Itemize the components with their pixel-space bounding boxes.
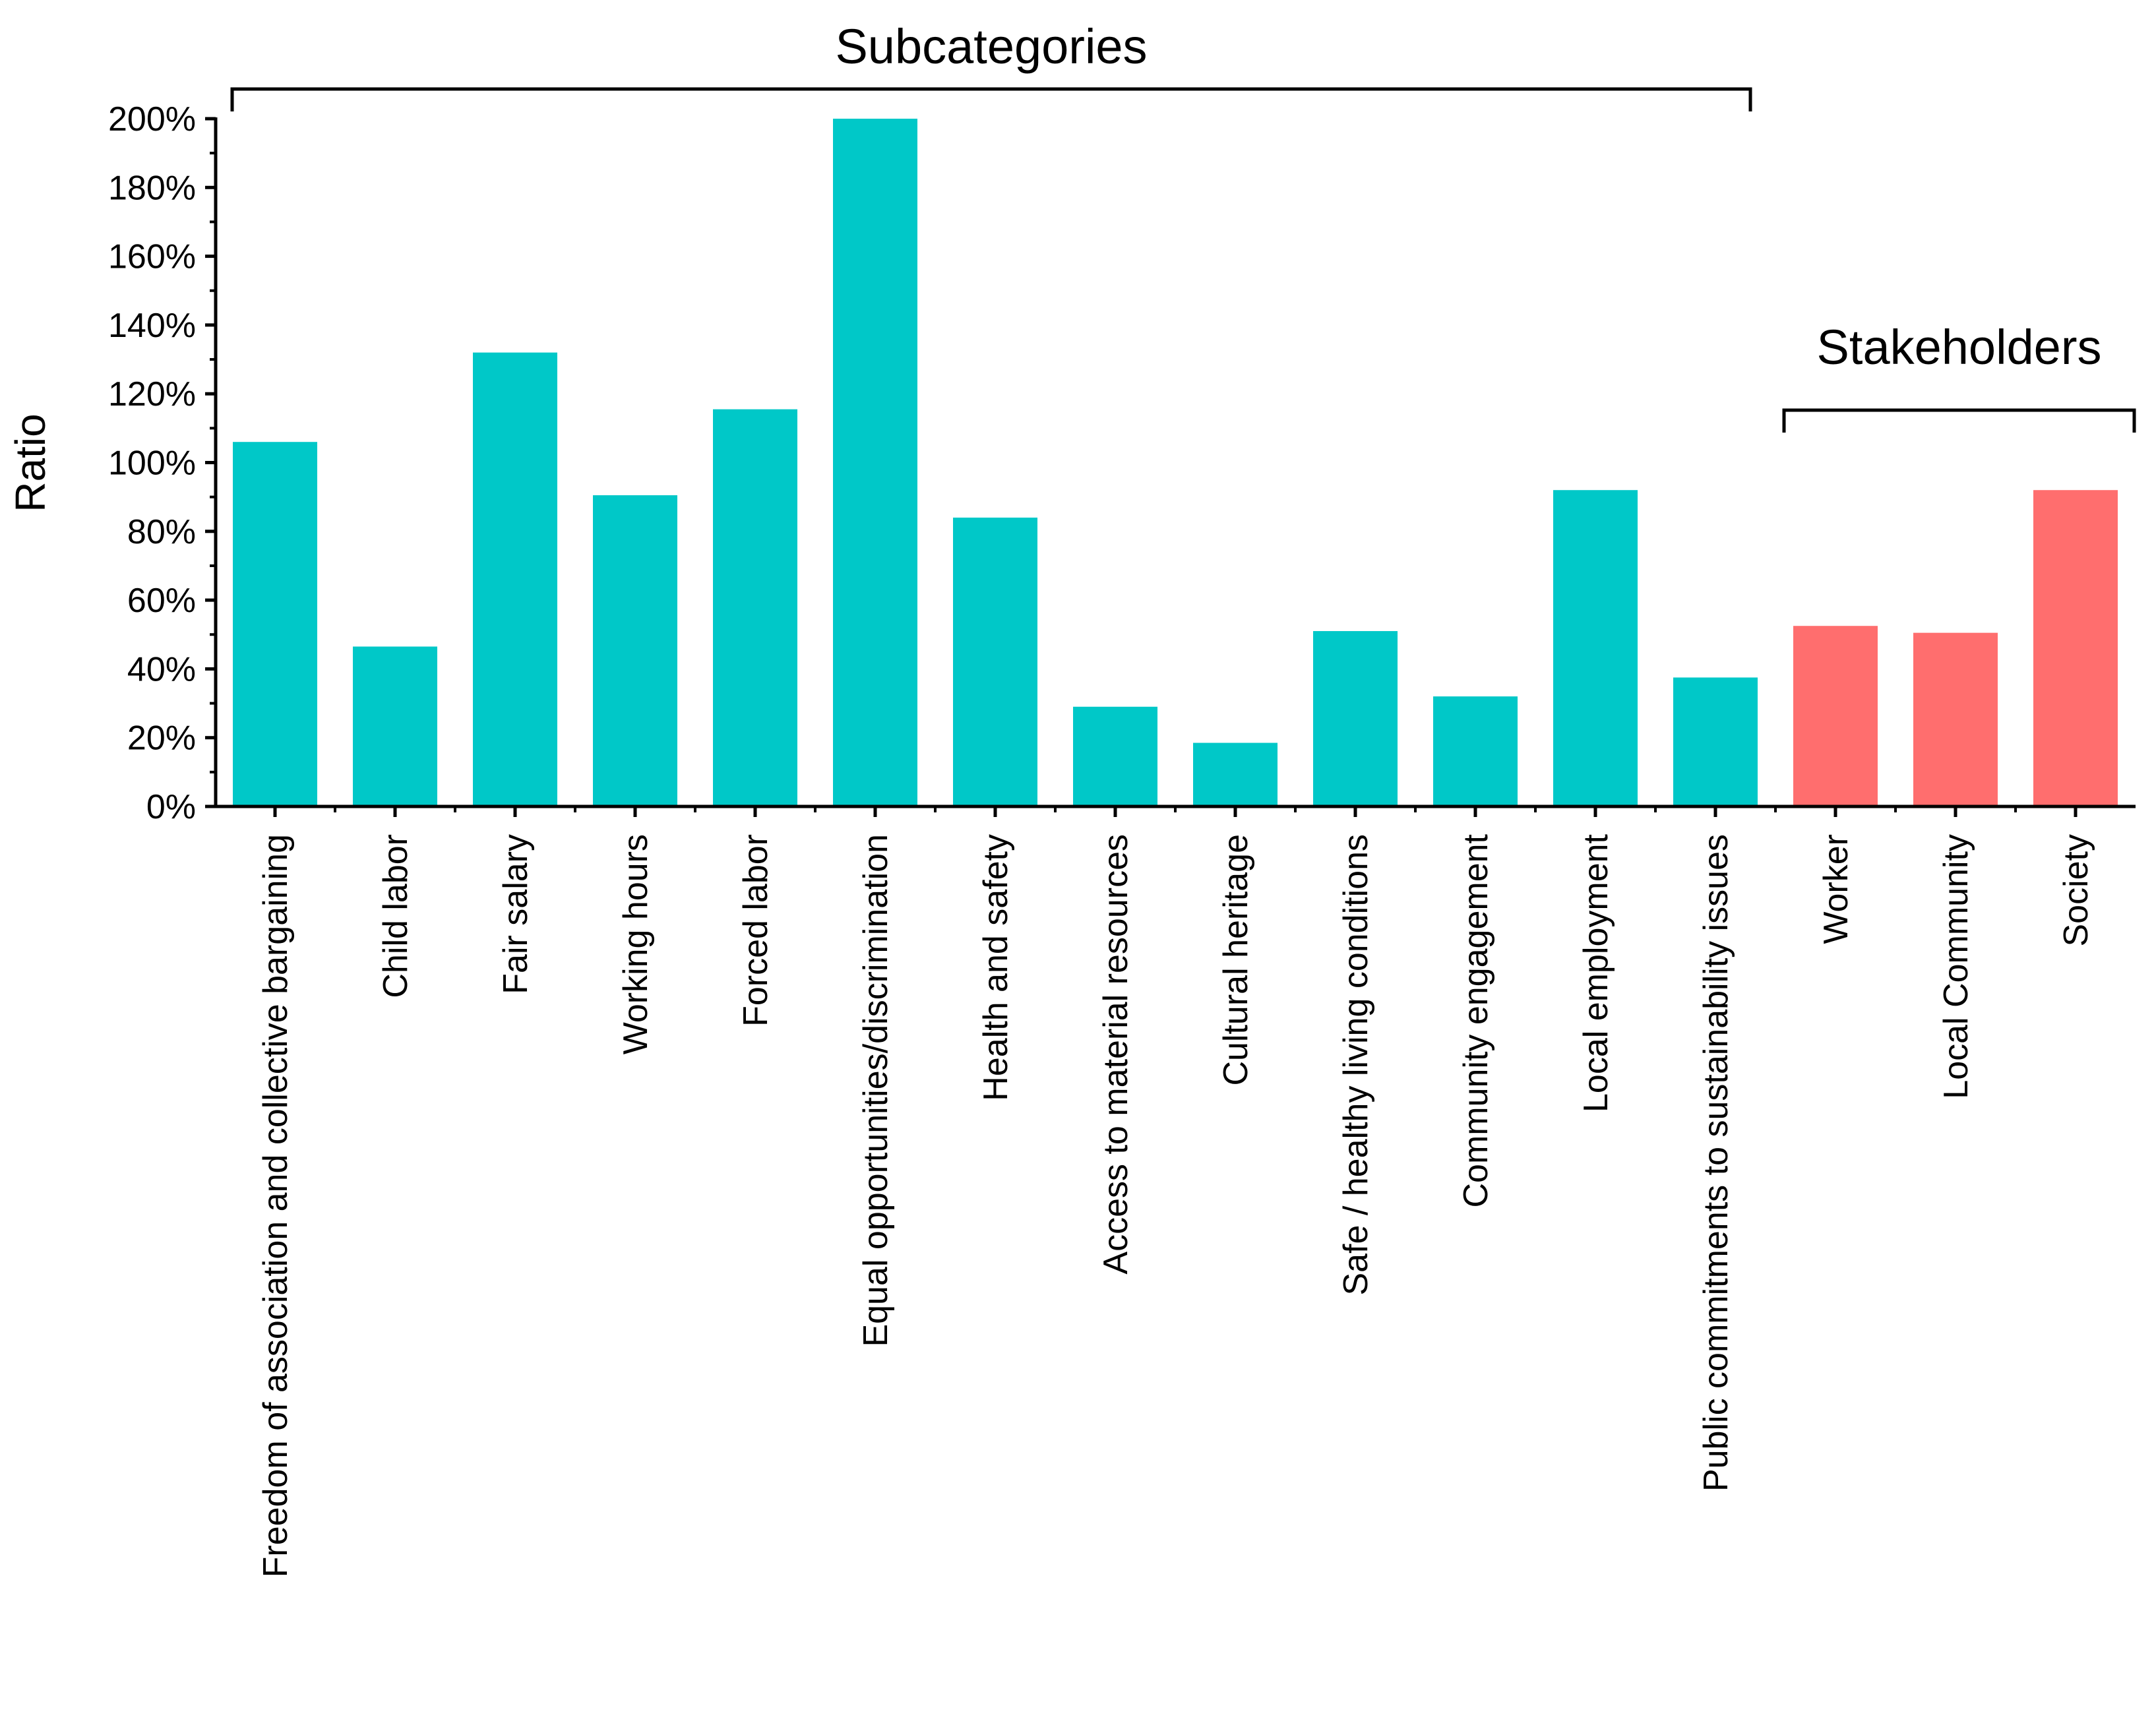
bar-worker <box>1793 626 1878 806</box>
group-brackets: Subcategories Stakeholders <box>230 19 2136 433</box>
y-tick-label: 0% <box>146 788 196 826</box>
x-tick-label: Cultural heritage <box>1217 834 1255 1086</box>
y-tick-label: 60% <box>127 582 196 620</box>
x-axis: Freedom of association and collective ba… <box>216 804 2136 1577</box>
y-tick-label: 100% <box>108 444 196 483</box>
bar-fair-salary <box>473 352 557 806</box>
x-tick-label: Access to material resources <box>1097 834 1135 1275</box>
bar-cultural-heritage <box>1193 742 1278 806</box>
y-tick-label: 40% <box>127 650 196 688</box>
y-tick-label: 200% <box>108 100 196 138</box>
x-tick-label: Worker <box>1817 834 1855 944</box>
y-tick-label: 120% <box>108 375 196 413</box>
y-tick-label: 180% <box>108 169 196 207</box>
x-tick-label: Public commitments to sustainability iss… <box>1697 834 1735 1492</box>
x-tick-label: Equal opportunities/discrimination <box>857 834 895 1347</box>
bar-local-employment <box>1553 490 1638 806</box>
bar-child-labor <box>353 646 437 806</box>
bars <box>233 119 2118 806</box>
bar-forced-labor <box>713 409 797 806</box>
y-tick-label: 80% <box>127 513 196 551</box>
bar-working-hours <box>593 495 677 806</box>
x-tick-label: Community engagement <box>1457 833 1495 1207</box>
y-tick-label: 20% <box>127 719 196 758</box>
x-tick-label: Health and safety <box>977 834 1015 1101</box>
bar-access-to-material-resources <box>1073 706 1157 806</box>
bar-safe-healthy-living-conditions <box>1313 631 1398 806</box>
x-tick-label: Forced labor <box>737 834 775 1027</box>
y-axis-title: Ratio <box>7 413 54 512</box>
x-tick-label: Working hours <box>617 834 655 1054</box>
group-title-subcategories: Subcategories <box>835 19 1147 74</box>
y-axis: 0% 20% 40% 60% 80% 100% 120% 140% 160% 180% 200% <box>108 100 218 826</box>
bar-equal-opportunities-discrimination <box>833 119 917 806</box>
bar-community-engagement <box>1433 696 1518 806</box>
bar-freedom-of-association-and-collective-bargaining <box>233 442 317 806</box>
x-tick-label: Local Community <box>1937 834 1975 1099</box>
bar-society <box>2033 490 2118 806</box>
x-tick-label: Freedom of association and collective ba… <box>257 834 295 1577</box>
bar-public-commitments-to-sustainability-issues <box>1673 677 1758 806</box>
bar-health-and-safety <box>953 517 1037 806</box>
group-title-stakeholders: Stakeholders <box>1817 320 2102 375</box>
x-tick-label: Local employment <box>1577 833 1615 1112</box>
y-tick-label: 140% <box>108 307 196 345</box>
bracket-stakeholders <box>1782 408 2136 433</box>
bracket-subcategories <box>230 87 1752 111</box>
x-tick-label: Safe / healthy living conditions <box>1337 834 1375 1296</box>
x-tick-label: Society <box>2057 834 2095 947</box>
x-tick-label: Fair salary <box>497 834 535 994</box>
x-tick-label: Child labor <box>377 834 415 998</box>
bar-local-community <box>1913 632 1998 806</box>
y-tick-label: 160% <box>108 238 196 276</box>
